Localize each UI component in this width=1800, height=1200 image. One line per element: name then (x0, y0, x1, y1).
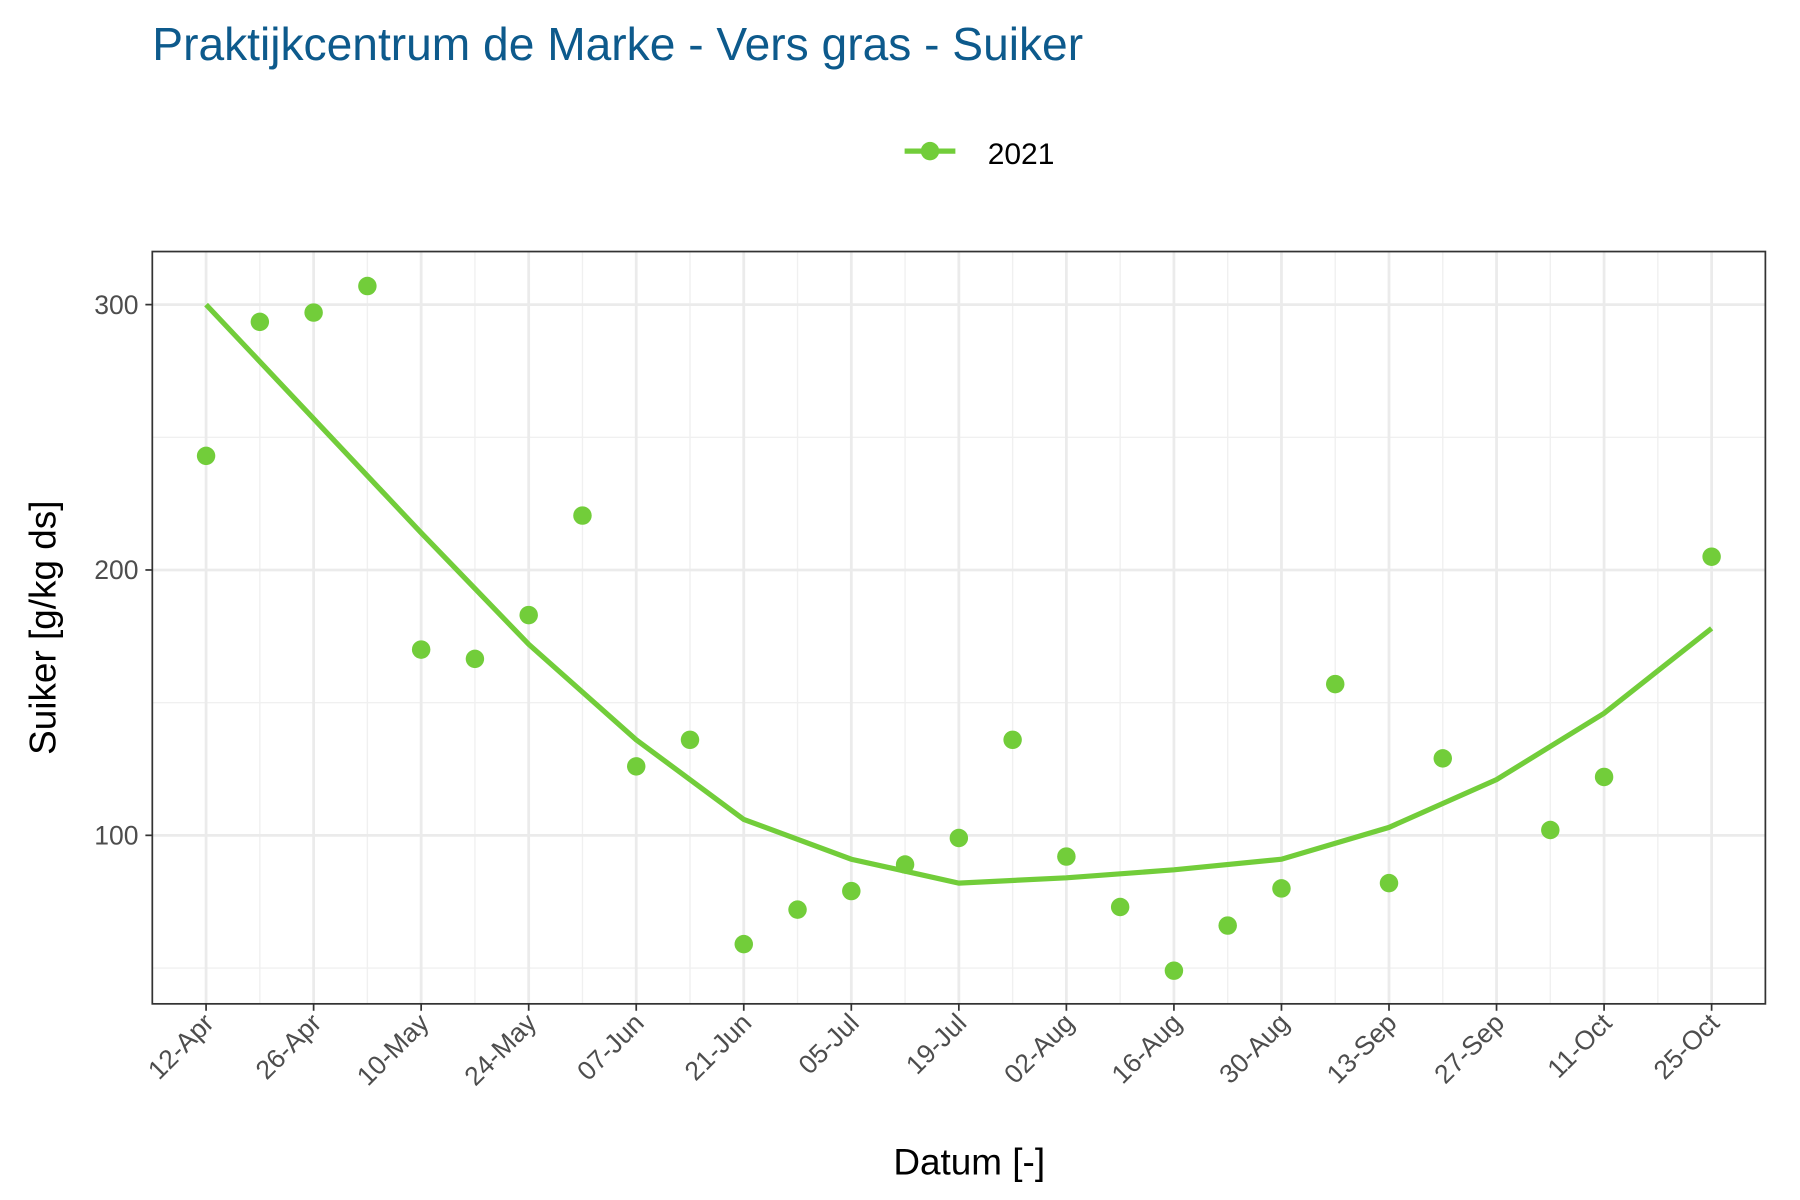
point (734, 934, 753, 954)
chart-title: Praktijkcentrum de Marke - Vers gras - S… (152, 18, 1083, 70)
point (358, 276, 377, 296)
point (1272, 879, 1291, 898)
point (949, 828, 969, 848)
point (304, 303, 323, 322)
point (1594, 767, 1614, 787)
y-tick-label: 100 (94, 821, 138, 851)
point (680, 730, 700, 750)
point (1702, 547, 1721, 566)
point (250, 312, 270, 332)
legend-marker (920, 141, 940, 161)
point (627, 757, 646, 776)
point (842, 881, 861, 901)
point (788, 900, 807, 919)
x-axis-label: Datum [-] (893, 1142, 1045, 1183)
point (465, 649, 485, 669)
smooth-line (204, 302, 1714, 886)
point (895, 855, 915, 874)
legend-label: 2021 (988, 138, 1055, 171)
point (1003, 730, 1022, 750)
point (411, 640, 431, 659)
point (1541, 820, 1560, 840)
point (1433, 749, 1452, 768)
point (1379, 873, 1399, 893)
point (1057, 847, 1076, 866)
point (573, 506, 592, 525)
y-tick-label: 200 (94, 555, 138, 585)
point (196, 446, 216, 466)
point (1164, 961, 1184, 980)
point (519, 605, 538, 625)
point (1326, 674, 1345, 694)
point (1110, 897, 1130, 917)
y-axis-label: Suiker [g/kg ds] (22, 501, 63, 755)
y-tick-label: 300 (94, 290, 138, 320)
point (1218, 916, 1237, 935)
plot-border (151, 250, 1767, 1005)
